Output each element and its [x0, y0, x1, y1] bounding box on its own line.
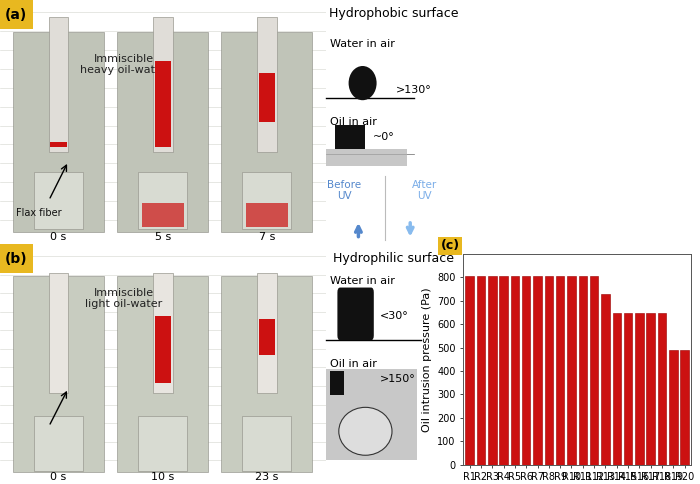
Bar	[556, 275, 564, 465]
Bar	[117, 275, 209, 472]
Text: Oil in air: Oil in air	[330, 117, 377, 127]
Bar	[49, 273, 69, 393]
Text: Oil in air: Oil in air	[330, 360, 377, 369]
Text: 23 s: 23 s	[256, 471, 279, 482]
Bar	[499, 275, 508, 465]
Bar	[477, 275, 485, 465]
Text: 0 s: 0 s	[50, 471, 66, 482]
FancyBboxPatch shape	[34, 416, 83, 471]
Bar	[246, 203, 288, 227]
FancyBboxPatch shape	[242, 172, 291, 228]
Text: (c): (c)	[441, 240, 460, 252]
FancyBboxPatch shape	[337, 287, 374, 340]
Text: <30°: <30°	[379, 311, 408, 321]
Text: Flax fiber: Flax fiber	[16, 208, 62, 218]
Text: Hydrophobic surface: Hydrophobic surface	[329, 7, 458, 20]
Bar	[49, 17, 69, 151]
Bar	[511, 275, 519, 465]
Text: Before
UV: Before UV	[328, 180, 361, 201]
Text: 10 s: 10 s	[151, 471, 174, 482]
Text: >130°: >130°	[396, 86, 432, 95]
FancyBboxPatch shape	[0, 0, 33, 30]
Bar	[257, 273, 276, 393]
Text: (a): (a)	[5, 8, 27, 22]
Text: Water in air: Water in air	[330, 275, 395, 286]
Ellipse shape	[349, 66, 377, 100]
Bar	[155, 61, 171, 147]
Bar	[647, 313, 655, 465]
Text: (b): (b)	[5, 252, 27, 266]
Bar	[533, 275, 542, 465]
Bar	[624, 313, 632, 465]
Text: ~0°: ~0°	[372, 132, 394, 142]
Text: After
UV: After UV	[412, 180, 437, 201]
Bar	[680, 350, 689, 465]
Text: Water in air: Water in air	[330, 39, 395, 49]
Bar	[13, 32, 104, 232]
FancyBboxPatch shape	[242, 416, 291, 471]
Bar	[466, 275, 474, 465]
Bar	[141, 203, 184, 227]
Bar	[221, 275, 312, 472]
Text: Immiscible
heavy oil-water: Immiscible heavy oil-water	[80, 54, 167, 76]
Bar	[579, 275, 587, 465]
Text: Hydrophilic surface: Hydrophilic surface	[333, 252, 454, 265]
Bar	[522, 275, 531, 465]
Bar	[153, 17, 172, 151]
Bar	[326, 149, 407, 166]
Bar	[257, 17, 276, 151]
Bar	[50, 142, 66, 147]
Bar	[658, 313, 666, 465]
Bar	[13, 275, 104, 472]
Y-axis label: Oil intrusion pressure (Pa): Oil intrusion pressure (Pa)	[421, 287, 432, 432]
Text: 0 s: 0 s	[50, 232, 66, 242]
Bar	[567, 275, 575, 465]
Bar	[117, 32, 209, 232]
Text: 7 s: 7 s	[259, 232, 275, 242]
Ellipse shape	[339, 408, 392, 455]
Bar	[612, 313, 621, 465]
Text: Immiscible
light oil-water: Immiscible light oil-water	[85, 287, 162, 309]
Bar	[330, 371, 344, 395]
FancyBboxPatch shape	[0, 244, 33, 273]
Bar	[601, 294, 610, 465]
Bar	[326, 369, 417, 460]
FancyBboxPatch shape	[139, 416, 187, 471]
Bar	[153, 273, 172, 393]
Bar	[545, 275, 553, 465]
Bar	[221, 32, 312, 232]
Text: 5 s: 5 s	[155, 232, 171, 242]
Bar	[669, 350, 678, 465]
FancyBboxPatch shape	[34, 172, 83, 228]
Bar	[635, 313, 643, 465]
Bar	[259, 73, 275, 122]
Bar	[259, 318, 275, 355]
Bar	[155, 317, 171, 383]
Bar	[590, 275, 598, 465]
Bar	[488, 275, 496, 465]
Text: >150°: >150°	[379, 374, 415, 384]
Bar	[335, 125, 365, 149]
FancyBboxPatch shape	[139, 172, 187, 228]
